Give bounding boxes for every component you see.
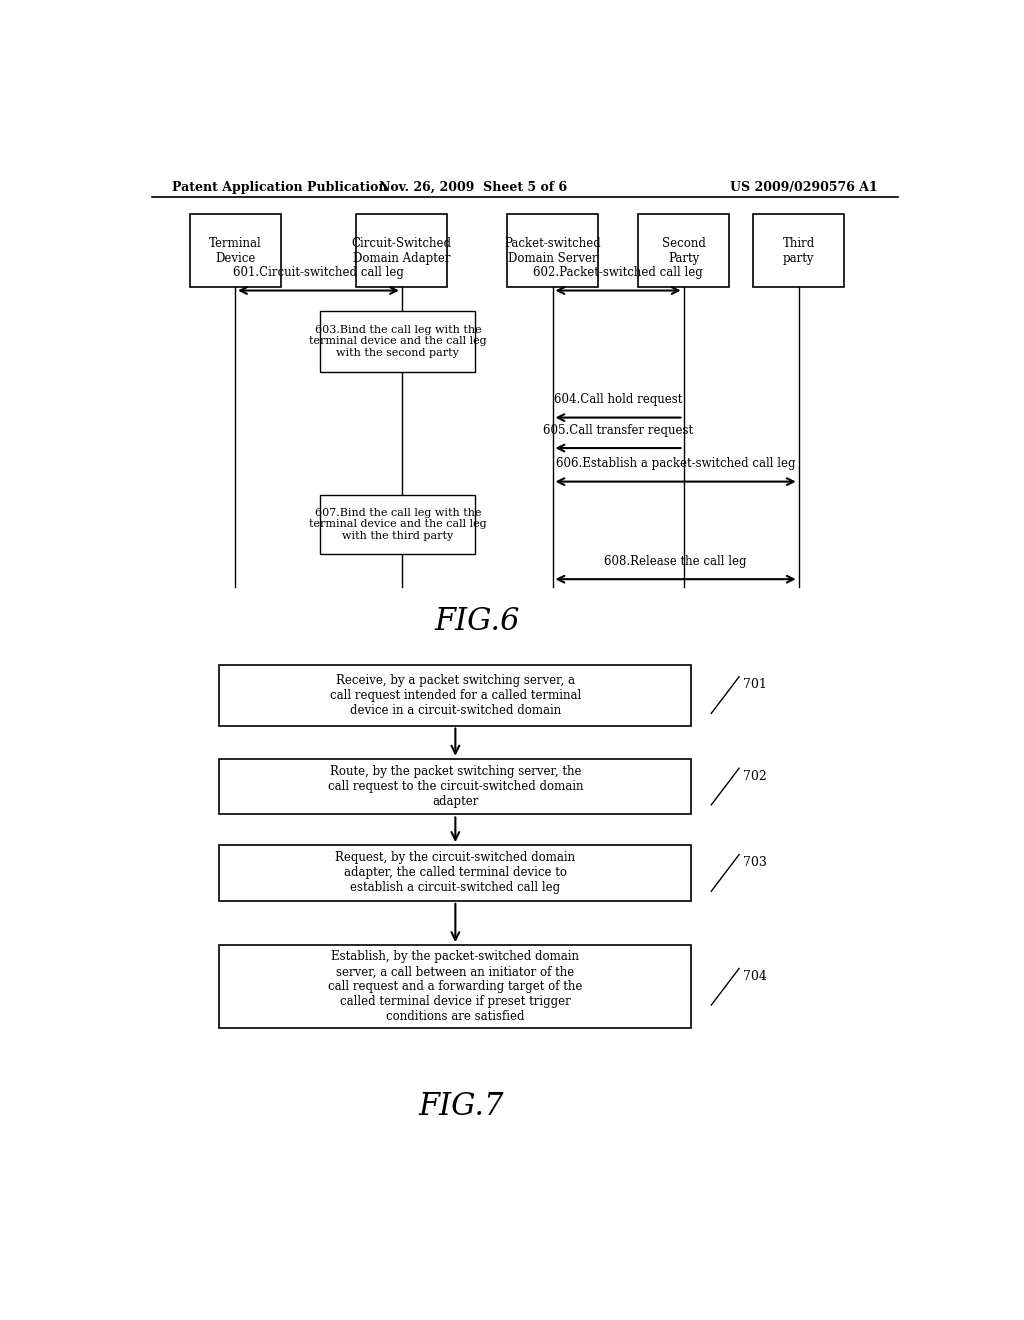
Text: 606.Establish a packet-switched call leg: 606.Establish a packet-switched call leg	[556, 458, 796, 470]
Text: Circuit-Switched
Domain Adapter: Circuit-Switched Domain Adapter	[352, 236, 452, 265]
Text: 702: 702	[743, 770, 767, 783]
Text: Route, by the packet switching server, the
call request to the circuit-switched : Route, by the packet switching server, t…	[328, 766, 583, 808]
Bar	[753, 214, 844, 288]
Text: 602.Packet-switched call leg: 602.Packet-switched call leg	[534, 267, 702, 280]
Text: Third
party: Third party	[782, 236, 815, 265]
Text: 604.Call hold request: 604.Call hold request	[554, 393, 682, 407]
Bar	[189, 214, 281, 288]
Bar	[507, 214, 598, 288]
Bar	[219, 759, 691, 814]
Text: FIG.6: FIG.6	[434, 606, 520, 636]
Bar	[219, 945, 691, 1028]
Text: Request, by the circuit-switched domain
adapter, the called terminal device to
e: Request, by the circuit-switched domain …	[335, 851, 575, 895]
Bar	[638, 214, 729, 288]
Text: FIG.7: FIG.7	[419, 1092, 504, 1122]
Text: 607.Bind the call leg with the
terminal device and the call leg
with the third p: 607.Bind the call leg with the terminal …	[309, 508, 486, 541]
Text: 704: 704	[743, 970, 767, 983]
Bar	[219, 845, 691, 900]
Text: Establish, by the packet-switched domain
server, a call between an initiator of : Establish, by the packet-switched domain…	[328, 950, 583, 1023]
Bar	[321, 312, 475, 372]
Text: Patent Application Publication: Patent Application Publication	[172, 181, 387, 194]
Text: 701: 701	[743, 678, 767, 692]
Bar	[356, 214, 447, 288]
Text: 703: 703	[743, 857, 767, 870]
Text: Nov. 26, 2009  Sheet 5 of 6: Nov. 26, 2009 Sheet 5 of 6	[379, 181, 567, 194]
Text: 601.Circuit-switched call leg: 601.Circuit-switched call leg	[233, 267, 403, 280]
Bar	[219, 664, 691, 726]
Text: Packet-switched
Domain Server: Packet-switched Domain Server	[504, 236, 601, 265]
Text: 603.Bind the call leg with the
terminal device and the call leg
with the second : 603.Bind the call leg with the terminal …	[309, 325, 486, 358]
Text: Receive, by a packet switching server, a
call request intended for a called term: Receive, by a packet switching server, a…	[330, 673, 581, 717]
Text: US 2009/0290576 A1: US 2009/0290576 A1	[730, 181, 878, 194]
Text: Terminal
Device: Terminal Device	[209, 236, 261, 265]
Text: 608.Release the call leg: 608.Release the call leg	[604, 554, 746, 568]
Text: 605.Call transfer request: 605.Call transfer request	[543, 424, 693, 437]
Bar	[321, 495, 475, 554]
Text: Second
Party: Second Party	[662, 236, 706, 265]
